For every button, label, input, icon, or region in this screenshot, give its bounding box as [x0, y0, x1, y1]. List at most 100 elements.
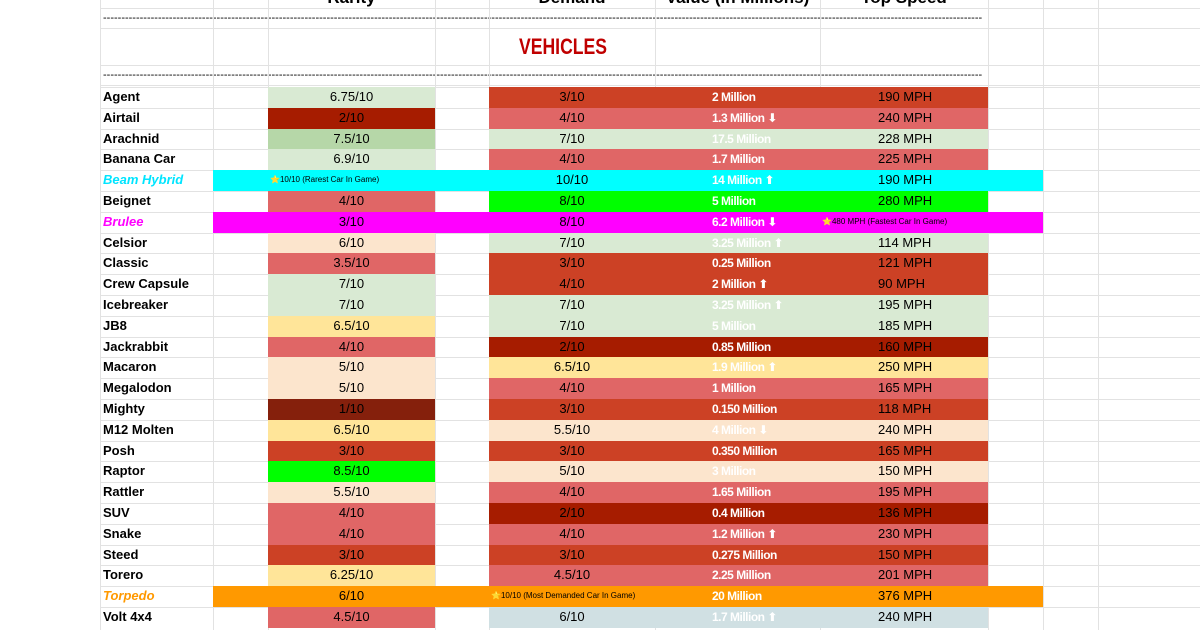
- top-speed: 150 MPH: [878, 546, 933, 562]
- vehicle-name: Icebreaker: [103, 297, 169, 312]
- demand-fill: [489, 87, 988, 108]
- rarity-fill: [268, 253, 435, 275]
- demand-fill: [489, 399, 988, 420]
- rarity-fill: [268, 315, 435, 337]
- top-speed: 225 MPH: [878, 151, 933, 167]
- rarity: 4/10: [338, 338, 365, 354]
- top-speed: 280 MPH: [878, 193, 933, 208]
- divider: ----------------------------------------…: [103, 12, 983, 24]
- demand: 3/10: [559, 89, 585, 104]
- demand-fill: [489, 315, 988, 337]
- value: 2 Million: [712, 90, 756, 104]
- demand: 7/10: [559, 297, 585, 312]
- demand: 5.5/10: [553, 421, 591, 437]
- grid-line: [213, 0, 214, 630]
- rarity-fill: [268, 274, 435, 295]
- vehicle-name: Posh: [103, 442, 135, 458]
- rarity: 5/10: [338, 380, 365, 396]
- value: 1.7 Million ⬆: [712, 610, 777, 624]
- top-speed: ⭐480 MPH (Fastest Car In Game): [822, 216, 948, 226]
- grid-line: [100, 85, 1200, 86]
- vehicle-name: Classic: [103, 255, 149, 271]
- column-header: Top Speed: [820, 0, 988, 8]
- demand: 5/10: [559, 463, 585, 479]
- demand: 2/10: [559, 338, 585, 354]
- value: 1.9 Million ⬆: [712, 360, 777, 375]
- rarity: 4.5/10: [333, 609, 370, 624]
- rarity-fill: [268, 149, 435, 171]
- demand-fill: [489, 274, 988, 295]
- sheet-title: VEHICLES: [518, 34, 608, 59]
- demand: 4/10: [559, 109, 585, 125]
- rarity: 1/10: [338, 401, 365, 416]
- rarity: 4/10: [338, 193, 365, 208]
- value: 3.25 Million ⬆: [712, 298, 784, 312]
- value: 2 Million ⬆: [712, 277, 768, 292]
- demand: 7/10: [559, 234, 585, 250]
- demand: 2/10: [559, 505, 585, 520]
- demand-fill: [489, 419, 988, 441]
- demand-fill: [489, 336, 988, 358]
- rarity: 3/10: [338, 546, 365, 562]
- demand-fill: [489, 295, 988, 316]
- rarity: 8.5/10: [333, 463, 370, 479]
- rarity-fill: [268, 461, 435, 483]
- rarity: 6.75/10: [329, 89, 374, 104]
- rarity: 6.5/10: [333, 421, 370, 437]
- rarity-fill: [268, 503, 435, 524]
- vehicle-name: Banana Car: [103, 151, 176, 167]
- value: 14 Million ⬆: [712, 173, 775, 188]
- demand: 4.5/10: [553, 567, 591, 583]
- value: 3 Million: [712, 464, 756, 479]
- value: 20 Million: [712, 589, 762, 604]
- grid-line: [100, 0, 101, 630]
- rarity: 6.5/10: [333, 317, 370, 333]
- row-highlight: [213, 211, 1043, 233]
- rarity: 6/10: [338, 588, 365, 604]
- value: 1.2 Million ⬆: [712, 526, 777, 541]
- vehicle-name: Macaron: [103, 359, 157, 375]
- vehicle-name: Volt 4x4: [103, 609, 152, 624]
- rarity-fill: [268, 607, 435, 628]
- top-speed: 136 MPH: [878, 505, 933, 520]
- demand-fill: [489, 191, 988, 212]
- rarity: 4/10: [338, 525, 365, 541]
- vehicle-name: M12 Molten: [103, 421, 174, 437]
- vehicle-name: Snake: [103, 525, 142, 541]
- demand: ⭐10/10 (Most Demanded Car In Game): [491, 591, 636, 601]
- value: 0.350 Million: [712, 443, 777, 458]
- rarity: 7.5/10: [333, 130, 370, 146]
- demand: 6/10: [559, 609, 585, 624]
- column-header: Demand: [489, 0, 655, 8]
- row-highlight: [213, 170, 1043, 191]
- vehicle-name: Megalodon: [103, 380, 172, 396]
- vehicle-name: Torero: [103, 567, 144, 583]
- rarity-fill: [268, 357, 435, 379]
- vehicle-name: JB8: [103, 317, 127, 333]
- demand: 3/10: [559, 546, 585, 562]
- vehicle-name: Beignet: [103, 193, 151, 208]
- demand-fill: [489, 503, 988, 524]
- rarity: 7/10: [338, 297, 365, 312]
- top-speed: 190 MPH: [878, 172, 933, 188]
- value: 3.25 Million ⬆: [712, 235, 784, 250]
- vehicle-name: Rattler: [103, 484, 145, 500]
- top-speed: 160 MPH: [878, 338, 933, 354]
- demand-fill: [489, 149, 988, 171]
- rarity: 3/10: [338, 213, 365, 229]
- top-speed: 240 MPH: [878, 109, 933, 125]
- rarity-fill: [268, 232, 435, 254]
- rarity-fill: [268, 544, 435, 566]
- demand: 4/10: [559, 484, 585, 500]
- value: 1.7 Million: [712, 152, 765, 167]
- top-speed: 195 MPH: [878, 484, 933, 500]
- vehicle-name: Celsior: [103, 234, 148, 250]
- grid-line: [100, 8, 1200, 9]
- value: 5 Million: [712, 318, 756, 333]
- top-speed: 121 MPH: [878, 255, 933, 271]
- top-speed: 190 MPH: [878, 89, 933, 104]
- rarity: 3.5/10: [333, 255, 370, 271]
- rarity: 6/10: [338, 234, 365, 250]
- top-speed: 240 MPH: [878, 421, 933, 437]
- rarity-fill: [268, 107, 435, 129]
